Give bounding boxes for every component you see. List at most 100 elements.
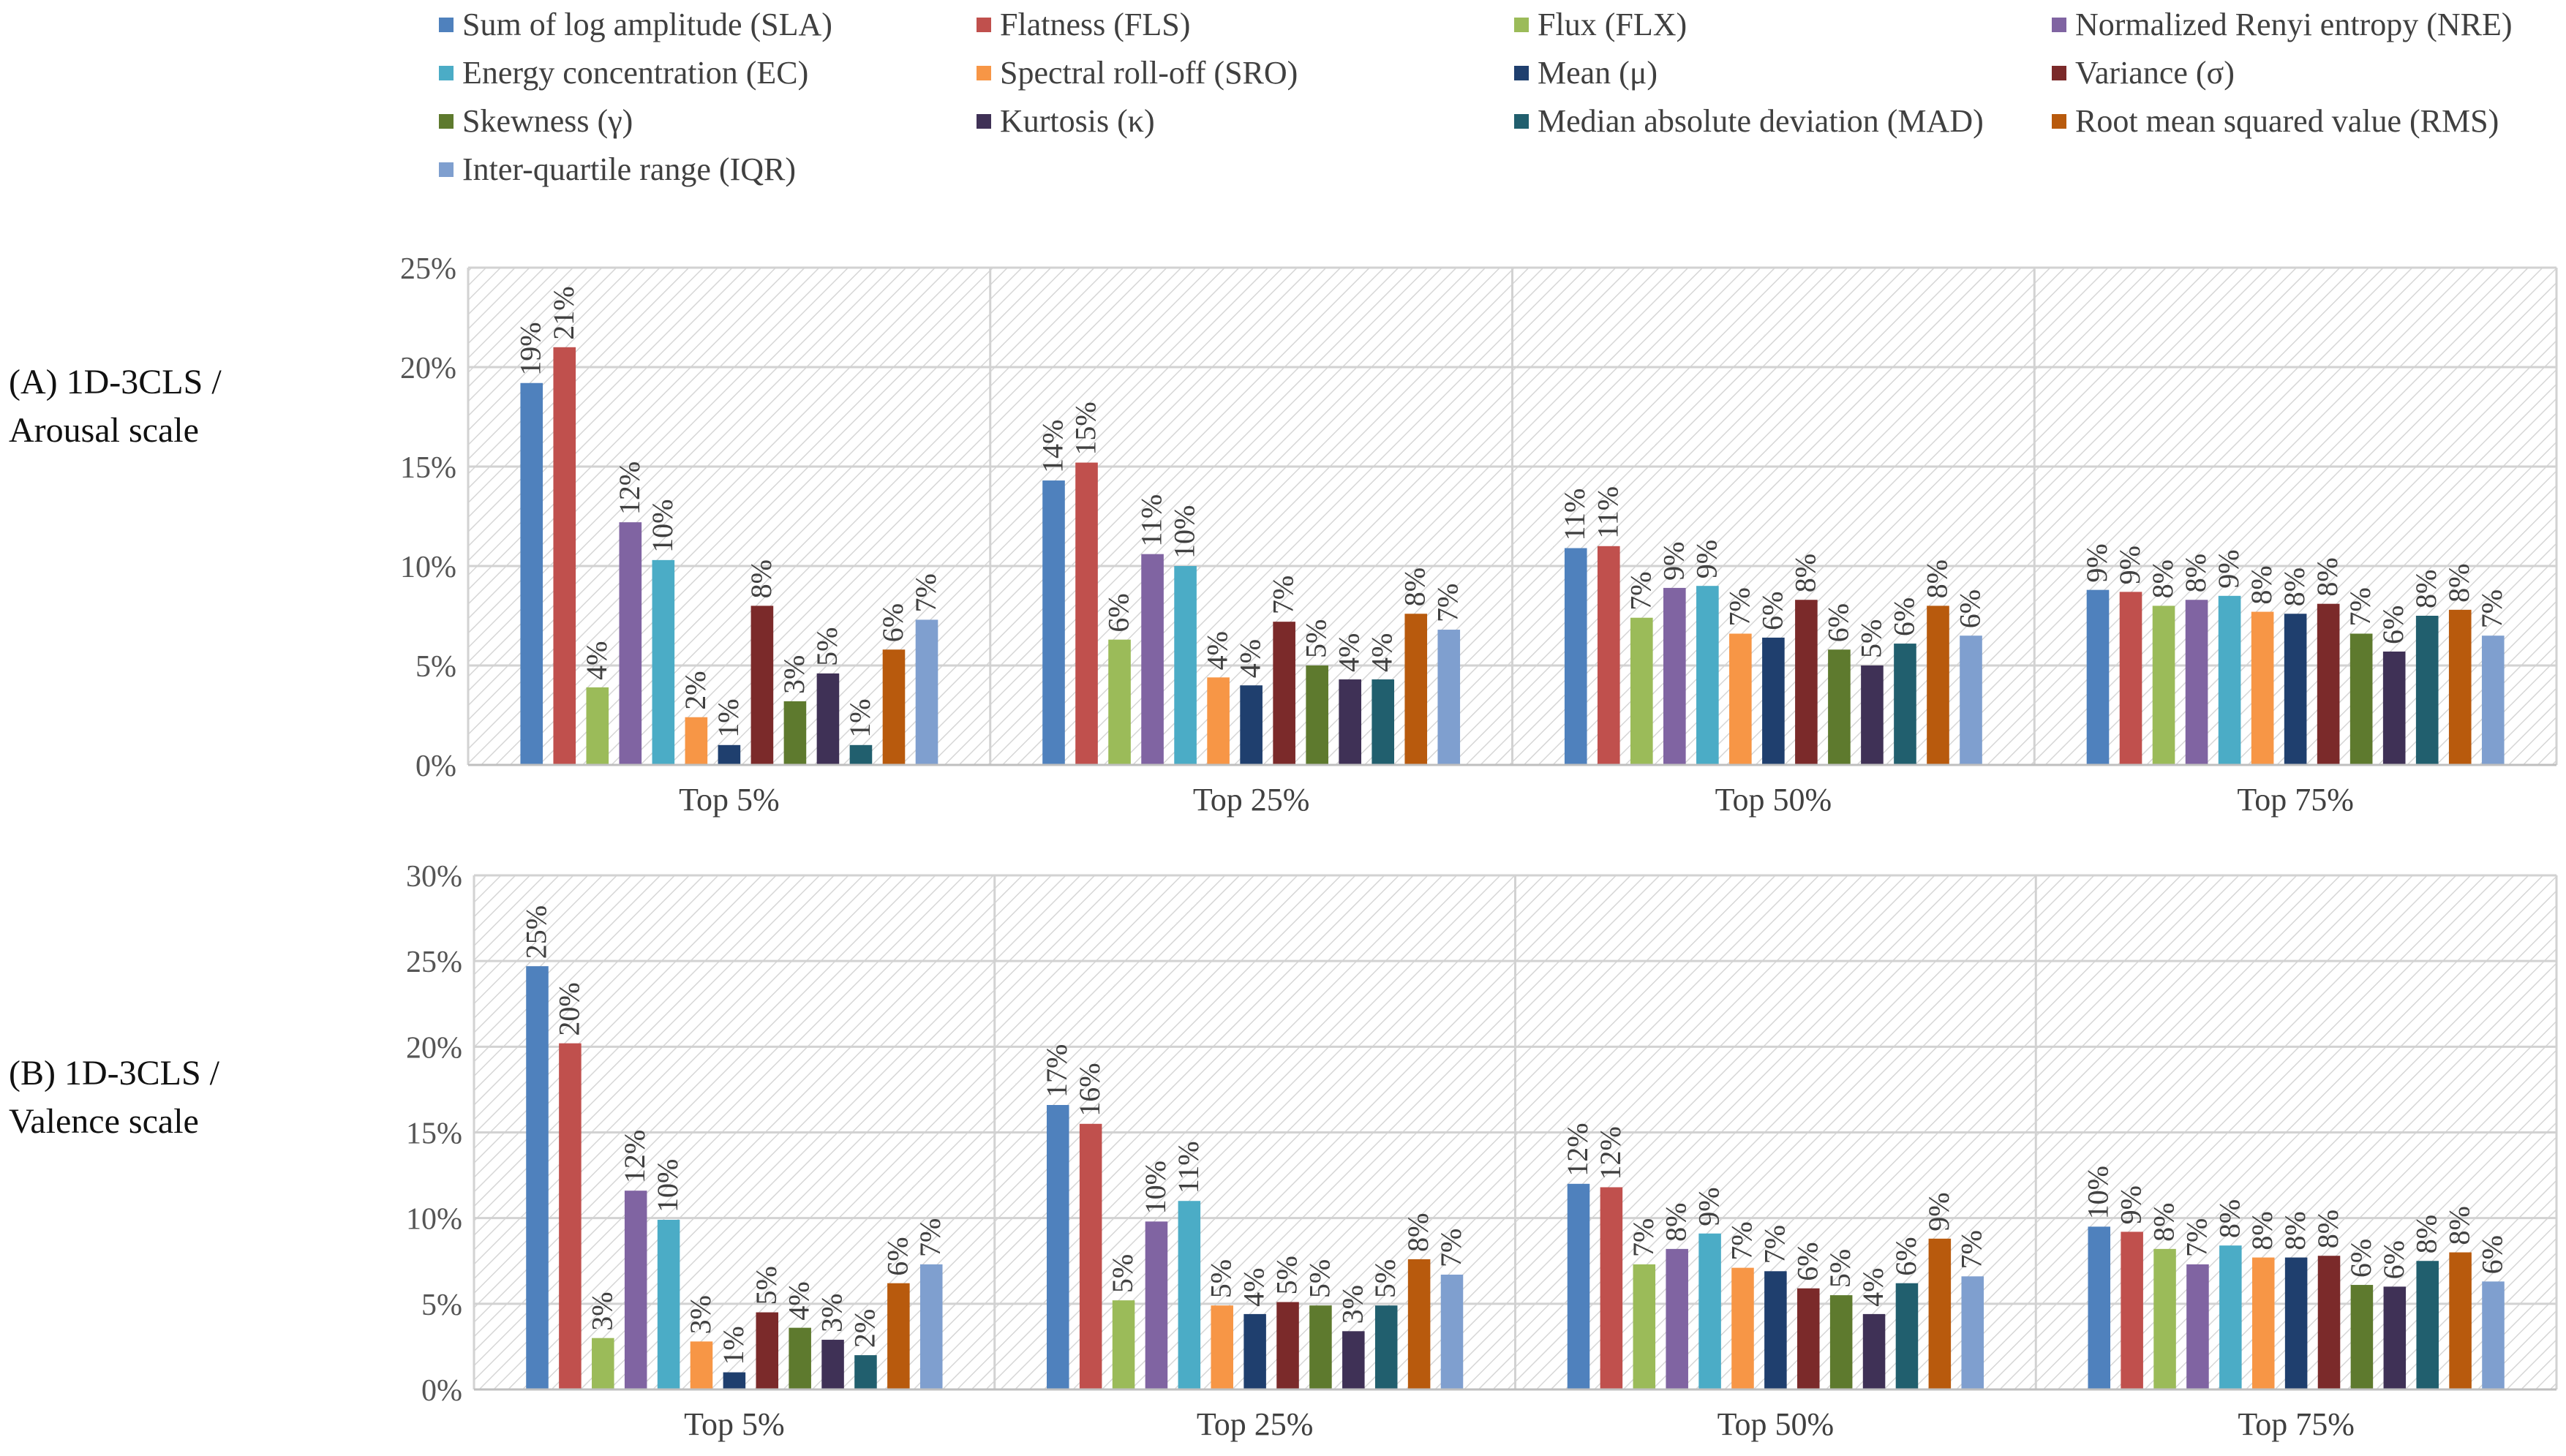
arousal-bar xyxy=(1273,622,1295,765)
valence-bar xyxy=(526,966,549,1389)
valence-data-label: 6% xyxy=(2344,1239,2377,1278)
arousal-bar xyxy=(1141,554,1164,765)
valence-bar xyxy=(723,1372,746,1389)
valence-bar xyxy=(919,1264,943,1389)
arousal-data-label: 8% xyxy=(2146,559,2179,598)
valence-data-label: 2% xyxy=(848,1309,881,1348)
valence-data-label: 8% xyxy=(2246,1211,2279,1250)
arousal-data-label: 8% xyxy=(1920,559,1953,598)
arousal-data-label: 5% xyxy=(810,627,843,666)
arousal-bar xyxy=(520,382,543,765)
valence-bar xyxy=(1600,1187,1623,1389)
valence-bar xyxy=(624,1191,647,1389)
valence-data-label: 25% xyxy=(520,905,553,959)
arousal-data-label: 9% xyxy=(1657,542,1690,581)
arousal-data-label: 1% xyxy=(843,698,876,737)
arousal-bar xyxy=(2382,651,2406,765)
arousal-bar xyxy=(1663,587,1686,765)
arousal-bar xyxy=(2185,600,2208,765)
arousal-bar xyxy=(1404,614,1428,765)
valence-chart: 0%5%10%15%20%25%30%25%20%3%12%10%3%1%5% 4… xyxy=(406,860,2558,1442)
valence-bar xyxy=(2449,1252,2472,1389)
arousal-bar xyxy=(1795,600,1818,765)
arousal-bar xyxy=(750,606,774,765)
valence-data-label: 7% xyxy=(2180,1218,2213,1257)
arousal-bar xyxy=(816,673,840,765)
valence-bar xyxy=(854,1355,877,1389)
arousal-bar xyxy=(2415,616,2439,765)
arousal-bar xyxy=(1630,617,1653,765)
legend-label: Energy concentration (EC) xyxy=(462,55,809,91)
arousal-x-tick-label: Top 75% xyxy=(2237,782,2353,818)
valence-x-tick-label: Top 75% xyxy=(2238,1406,2354,1442)
valence-data-label: 5% xyxy=(1106,1254,1139,1293)
valence-y-tick-label: 10% xyxy=(406,1203,462,1237)
arousal-data-label: 19% xyxy=(514,322,547,375)
arousal-bar xyxy=(2448,609,2472,765)
arousal-bar xyxy=(1372,679,1395,765)
arousal-bar xyxy=(2152,606,2175,765)
valence-bar xyxy=(559,1043,582,1389)
legend-swatch xyxy=(439,162,454,177)
valence-data-label: 6% xyxy=(1889,1237,1922,1275)
valence-data-label: 20% xyxy=(552,982,585,1036)
legend-item: Median absolute deviation (MAD) xyxy=(1514,102,1984,140)
arousal-data-label: 11% xyxy=(1558,489,1591,541)
valence-data-label: 8% xyxy=(1660,1203,1693,1242)
valence-bar xyxy=(2088,1226,2111,1389)
valence-bar xyxy=(1961,1276,1984,1389)
valence-bar xyxy=(2121,1231,2143,1389)
valence-y-tick-label: 30% xyxy=(406,860,462,894)
valence-data-label: 16% xyxy=(1073,1063,1106,1116)
valence-bar xyxy=(2383,1286,2407,1389)
valence-data-label: 9% xyxy=(1693,1187,1726,1226)
valence-x-tick-label: Top 5% xyxy=(684,1406,784,1442)
arousal-chart: 0%5%10%15%20%25%19%21%4%12%10%2%1%8%3%5%… xyxy=(400,252,2558,818)
arousal-bar xyxy=(1042,480,1065,765)
valence-data-label: 9% xyxy=(1922,1192,1955,1231)
arousal-bar xyxy=(1696,586,1719,765)
arousal-data-label: 8% xyxy=(745,559,778,598)
legend-label: Median absolute deviation (MAD) xyxy=(1538,103,1984,139)
valence-bar xyxy=(2251,1257,2275,1389)
arousal-y-tick-label: 20% xyxy=(400,352,456,385)
valence-data-label: 7% xyxy=(1955,1230,1988,1269)
valence-data-label: 10% xyxy=(2082,1166,2115,1219)
arousal-data-label: 6% xyxy=(1102,593,1135,632)
valence-data-label: 7% xyxy=(914,1218,947,1257)
arousal-data-label: 9% xyxy=(2080,543,2113,582)
valence-x-tick-label: Top 50% xyxy=(1717,1406,1834,1442)
arousal-bar xyxy=(1437,630,1461,765)
arousal-bar xyxy=(783,701,807,765)
valence-data-label: 5% xyxy=(1205,1259,1238,1298)
valence-bar xyxy=(1895,1283,1919,1389)
valence-data-label: 12% xyxy=(1594,1126,1627,1180)
valence-bar xyxy=(1276,1302,1299,1389)
valence-bar xyxy=(1666,1248,1688,1389)
arousal-data-label: 7% xyxy=(909,573,942,612)
arousal-bar xyxy=(1861,665,1884,765)
legend-swatch xyxy=(439,17,454,32)
panel-b-label: (B) 1D-3CLS / Valence scale xyxy=(9,1049,219,1146)
arousal-data-label: 15% xyxy=(1069,401,1102,455)
arousal-bar xyxy=(1174,566,1197,765)
legend-item: Spectral roll-off (SRO) xyxy=(977,54,1298,91)
arousal-data-label: 11% xyxy=(1591,486,1624,539)
valence-bar xyxy=(1374,1305,1398,1389)
legend-label: Mean (μ) xyxy=(1538,55,1658,91)
arousal-bar xyxy=(915,619,938,765)
legend-label: Skewness (γ) xyxy=(462,103,633,139)
valence-data-label: 6% xyxy=(2475,1235,2508,1274)
valence-data-label: 5% xyxy=(1824,1249,1856,1288)
arousal-data-label: 10% xyxy=(1168,505,1201,559)
arousal-x-tick-label: Top 5% xyxy=(679,782,779,818)
arousal-data-label: 9% xyxy=(2212,549,2245,588)
arousal-data-label: 14% xyxy=(1036,420,1069,473)
valence-bar xyxy=(1764,1271,1787,1389)
valence-data-label: 4% xyxy=(1238,1268,1271,1307)
arousal-data-label: 6% xyxy=(2377,606,2409,644)
valence-bar xyxy=(1407,1259,1431,1389)
arousal-data-label: 1% xyxy=(712,698,745,737)
valence-bar xyxy=(1079,1123,1102,1389)
legend-label: Sum of log amplitude (SLA) xyxy=(462,7,832,42)
